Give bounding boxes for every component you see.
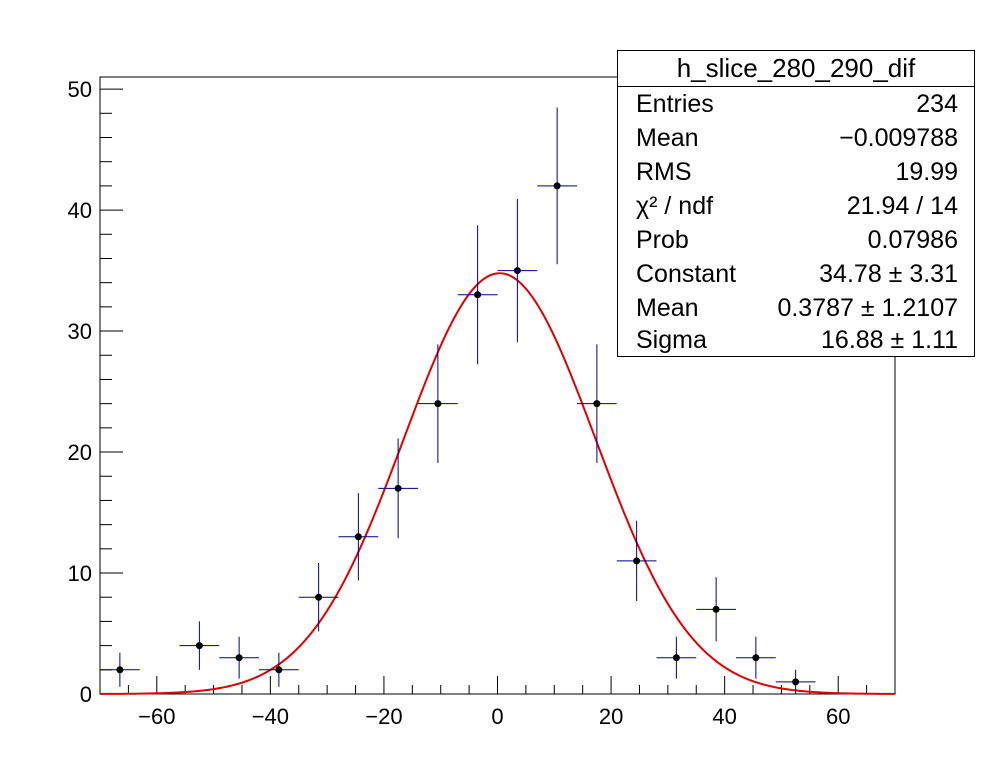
data-point	[537, 107, 577, 265]
data-point	[457, 225, 498, 365]
data-point	[775, 669, 816, 694]
stat-row-constant: Constant 34.78 ± 3.31	[618, 257, 974, 291]
data-point	[259, 652, 299, 687]
point-marker	[394, 484, 402, 492]
data-point	[577, 344, 617, 463]
data-point	[616, 520, 657, 602]
axis-ticks	[100, 88, 896, 695]
stat-row-sigma: Sigma 16.88 ± 1.11	[618, 323, 974, 357]
x-tick-label: 20	[599, 704, 623, 729]
data-point	[656, 636, 697, 679]
stat-row-rms: RMS 19.99	[618, 155, 974, 189]
point-marker	[752, 654, 760, 662]
stat-label: χ² / ndf	[636, 192, 714, 220]
data-point	[736, 636, 776, 679]
stat-row-mean: Mean −0.009788	[618, 121, 974, 155]
stat-value: −0.009788	[839, 124, 958, 152]
data-point	[219, 636, 259, 679]
point-marker	[275, 666, 283, 674]
stat-label: Mean	[636, 294, 699, 322]
point-marker	[315, 593, 323, 601]
stat-value: 234	[916, 90, 958, 118]
point-marker	[712, 605, 720, 613]
stat-value: 34.78 ± 3.31	[819, 260, 958, 288]
data-point	[179, 621, 220, 670]
point-marker	[633, 557, 641, 565]
x-tick-label: 60	[826, 704, 850, 729]
stat-row-entries: Entries 234	[618, 87, 974, 121]
stat-label: Sigma	[636, 326, 707, 354]
point-marker	[792, 678, 800, 686]
x-tick-label: −60	[138, 704, 175, 729]
stat-label: Mean	[636, 124, 699, 152]
data-point	[298, 562, 339, 632]
y-tick-label: 40	[68, 198, 92, 223]
x-tick-label: 0	[491, 704, 503, 729]
point-marker	[672, 654, 680, 662]
point-marker	[195, 642, 203, 650]
y-tick-label: 20	[68, 440, 92, 465]
data-point	[338, 493, 379, 581]
data-points-layer	[100, 107, 816, 694]
point-marker	[474, 291, 482, 299]
stat-label: Constant	[636, 260, 737, 288]
stat-label: Prob	[636, 226, 689, 254]
stat-row-fit-mean: Mean 0.3787 ± 1.2107	[618, 291, 974, 325]
y-tick-label: 30	[68, 319, 92, 344]
x-tick-label: −20	[365, 704, 402, 729]
stat-value: 19.99	[895, 158, 958, 186]
data-point	[378, 438, 418, 539]
y-tick-label: 0	[80, 682, 92, 707]
data-point	[418, 344, 458, 463]
point-marker	[513, 267, 521, 275]
x-tick-label: −40	[252, 704, 289, 729]
point-marker	[593, 400, 601, 408]
fit-curve-layer	[99, 272, 895, 695]
y-tick-label: 50	[68, 77, 92, 102]
point-marker	[354, 533, 362, 541]
stats-box: h_slice_280_290_dif Entries 234 Mean −0.…	[617, 50, 975, 357]
y-tick-label: 10	[68, 561, 92, 586]
x-tick-label: 40	[712, 704, 736, 729]
point-marker	[116, 666, 124, 674]
point-marker	[553, 182, 561, 190]
x-axis-tick-labels: −60 −40 −20 0 20 40 60	[138, 704, 850, 729]
point-marker	[235, 654, 243, 662]
stat-row-prob: Prob 0.07986	[618, 223, 974, 257]
stat-value: 16.88 ± 1.11	[821, 326, 958, 354]
stat-value: 0.3787 ± 1.2107	[777, 294, 958, 322]
stat-label: Entries	[636, 90, 714, 118]
data-point	[696, 577, 736, 642]
stat-value: 0.07986	[867, 226, 958, 254]
stat-label: RMS	[636, 158, 692, 186]
data-point	[497, 198, 538, 343]
stats-title: h_slice_280_290_dif	[618, 51, 974, 87]
y-axis-tick-labels: 0 10 20 30 40 50	[68, 77, 92, 707]
point-marker	[434, 400, 442, 408]
gaussian-fit-curve	[99, 272, 895, 695]
stat-row-chi2: χ² / ndf 21.94 / 14	[618, 189, 974, 223]
stat-value: 21.94 / 14	[846, 192, 958, 220]
data-point	[100, 652, 140, 687]
